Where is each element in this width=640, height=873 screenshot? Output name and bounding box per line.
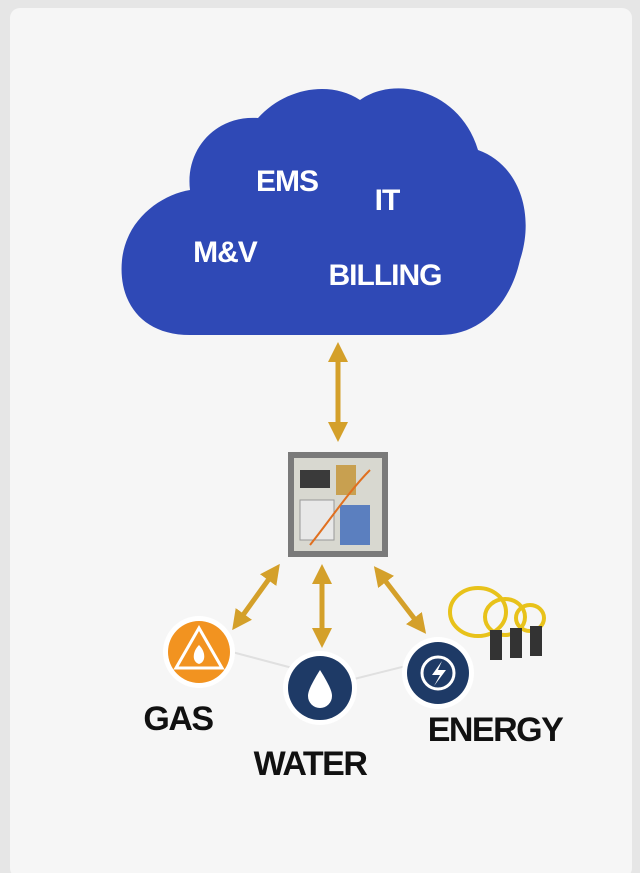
node-label: WATER: [254, 745, 368, 783]
cloud-label: M&V: [193, 236, 258, 269]
energy-icon: [402, 637, 474, 709]
diagram: EMS IT M&V BILLING: [0, 0, 640, 873]
water-icon: [283, 651, 357, 725]
gas-icon: [163, 616, 235, 688]
node-label: GAS: [143, 700, 213, 738]
cloud-label: EMS: [256, 165, 318, 198]
device: [288, 452, 388, 557]
page: {"cloud": {"labels": ["EMS", "IT", "M&V"…: [0, 0, 640, 873]
cloud-label: BILLING: [329, 259, 442, 292]
node-label: ENERGY: [428, 711, 564, 749]
cloud-label: IT: [375, 184, 400, 217]
